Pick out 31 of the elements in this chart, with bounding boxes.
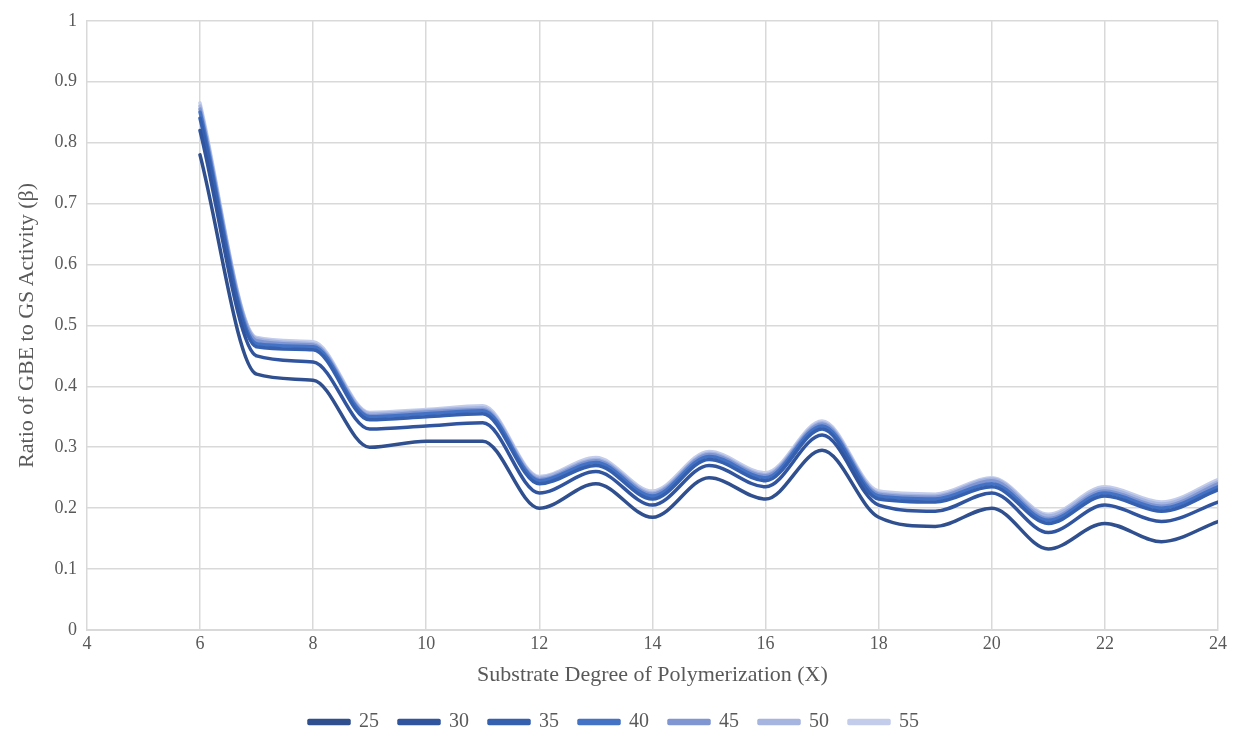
x-tick-label: 10 [417, 632, 436, 653]
y-tick-label: 0.6 [54, 253, 77, 274]
legend-label: 40 [629, 709, 649, 732]
x-axis-title: Substrate Degree of Polymerization (X) [477, 660, 828, 686]
legend-label: 25 [359, 709, 379, 732]
x-tick-label: 8 [308, 632, 318, 653]
legend-label: 45 [719, 709, 739, 732]
y-tick-label: 0.9 [54, 70, 77, 91]
y-tick-label: 0.7 [54, 192, 77, 213]
x-tick-label: 12 [530, 632, 549, 653]
y-tick-label: 0 [67, 618, 77, 639]
y-tick-label: 0.5 [54, 314, 77, 335]
y-tick-label: 0.2 [54, 496, 77, 517]
y-tick-label: 0.3 [54, 435, 77, 456]
legend-label: 55 [899, 709, 919, 732]
legend-label: 35 [539, 709, 559, 732]
legend-label: 30 [449, 709, 469, 732]
x-tick-label: 4 [82, 632, 92, 653]
x-tick-label: 24 [1209, 632, 1227, 653]
x-tick-label: 16 [756, 632, 775, 653]
y-tick-label: 0.1 [54, 557, 77, 578]
y-axis-title: Ratio of GBE to GS Activity (β) [12, 182, 38, 468]
x-tick-label: 22 [1095, 632, 1114, 653]
x-tick-label: 14 [643, 632, 662, 653]
x-tick-label: 18 [869, 632, 888, 653]
x-tick-label: 6 [195, 632, 205, 653]
x-tick-label: 20 [982, 632, 1001, 653]
legend-label: 50 [809, 709, 829, 732]
y-tick-label: 0.4 [54, 375, 77, 396]
y-tick-label: 0.8 [54, 131, 77, 152]
y-tick-label: 1 [67, 9, 77, 30]
